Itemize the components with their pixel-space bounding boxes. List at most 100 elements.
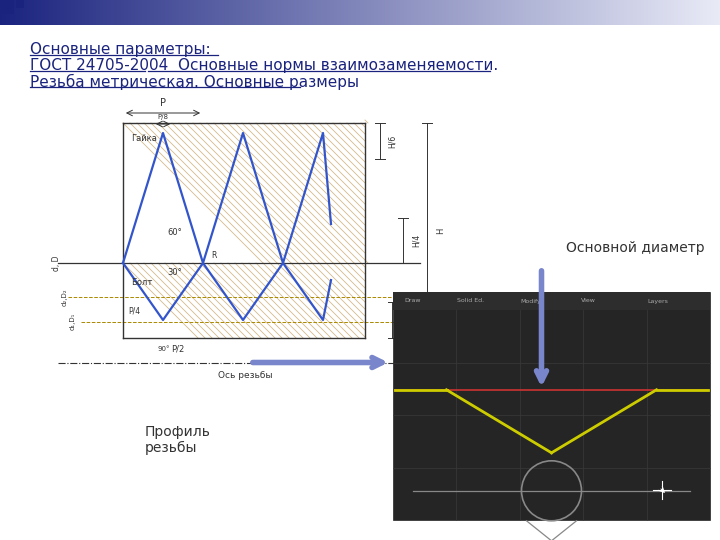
Bar (552, 0, 553, 25)
Bar (498, 0, 499, 25)
Bar (397, 0, 398, 25)
Bar (146, 0, 147, 25)
Bar (18, 0, 19, 25)
Bar (80, 0, 81, 25)
Bar (352, 0, 353, 25)
Bar (437, 0, 438, 25)
Bar (550, 0, 551, 25)
Bar (237, 0, 238, 25)
Bar (121, 0, 122, 25)
Bar (601, 0, 602, 25)
Bar (234, 0, 235, 25)
Bar (248, 0, 249, 25)
Bar (590, 0, 591, 25)
Bar (83, 0, 84, 25)
Bar (465, 0, 466, 25)
Bar (444, 0, 445, 25)
Bar (259, 0, 260, 25)
Bar (211, 0, 212, 25)
Bar (540, 0, 541, 25)
Bar (715, 0, 716, 25)
Bar (356, 0, 357, 25)
Bar (581, 0, 582, 25)
Bar (466, 0, 467, 25)
Bar (0, 0, 1, 25)
Bar (406, 0, 407, 25)
Bar (348, 0, 349, 25)
Bar (327, 0, 328, 25)
Bar (128, 0, 129, 25)
Bar (719, 0, 720, 25)
Bar (463, 0, 464, 25)
Bar (533, 0, 534, 25)
Bar (88, 0, 89, 25)
Bar (528, 0, 529, 25)
Bar (278, 0, 279, 25)
Bar (53, 0, 54, 25)
Bar (419, 0, 420, 25)
Bar (373, 0, 374, 25)
Bar (0, 0, 14, 14)
Bar (690, 0, 691, 25)
Bar (300, 0, 301, 25)
Bar (334, 0, 335, 25)
Bar (9, 0, 10, 25)
Bar (402, 0, 403, 25)
Bar (58, 0, 59, 25)
Bar (685, 0, 686, 25)
Bar (448, 0, 449, 25)
Bar (514, 0, 515, 25)
Bar (587, 0, 588, 25)
Bar (320, 0, 321, 25)
Bar (672, 0, 673, 25)
Bar (200, 0, 201, 25)
Bar (689, 0, 690, 25)
Bar (56, 0, 57, 25)
Bar (161, 0, 162, 25)
Bar (180, 0, 181, 25)
Bar (323, 0, 324, 25)
Bar (336, 0, 337, 25)
Bar (101, 0, 102, 25)
Bar (361, 0, 362, 25)
Bar (229, 0, 230, 25)
Bar (503, 0, 504, 25)
Bar (610, 0, 611, 25)
Text: Основной диаметр: Основной диаметр (567, 241, 705, 255)
Bar (395, 0, 396, 25)
Bar (496, 0, 497, 25)
Bar (6, 0, 7, 25)
Bar (578, 0, 579, 25)
Bar (409, 0, 410, 25)
Bar (534, 0, 535, 25)
Bar (530, 0, 531, 25)
Bar (652, 0, 653, 25)
Bar (62, 0, 63, 25)
Bar (274, 0, 275, 25)
Bar (713, 0, 714, 25)
Bar (415, 0, 416, 25)
Text: Резьба метрическая. Основные размеры: Резьба метрическая. Основные размеры (30, 74, 359, 90)
Bar (525, 0, 526, 25)
Bar (14, 0, 15, 25)
Bar (560, 0, 561, 25)
Bar (273, 0, 274, 25)
Bar (185, 0, 186, 25)
Bar (205, 0, 206, 25)
Bar (613, 0, 614, 25)
Bar (67, 0, 68, 25)
Bar (268, 0, 269, 25)
Bar (43, 0, 44, 25)
Bar (393, 292, 710, 310)
Bar (186, 0, 187, 25)
Bar (232, 0, 233, 25)
Bar (693, 0, 694, 25)
Bar (137, 0, 138, 25)
Bar (369, 0, 370, 25)
Bar (615, 0, 616, 25)
Bar (562, 0, 563, 25)
Bar (166, 0, 167, 25)
Bar (163, 0, 164, 25)
Bar (191, 0, 192, 25)
Bar (73, 0, 74, 25)
